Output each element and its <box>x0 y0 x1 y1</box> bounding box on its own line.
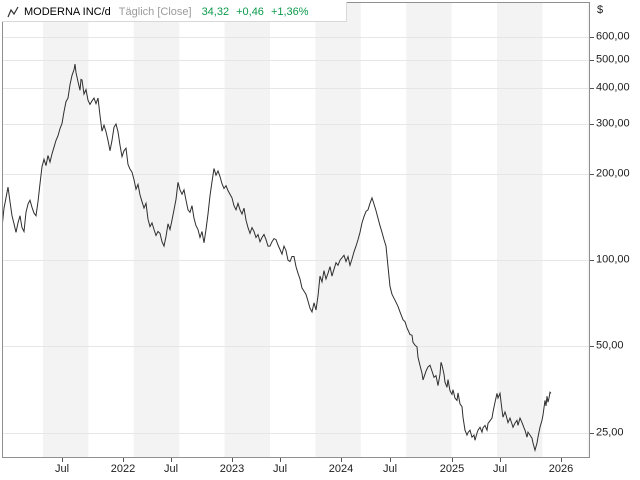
timeframe-label: Täglich [Close] <box>118 5 192 18</box>
x-axis-label: 2025 <box>439 463 465 475</box>
background-band <box>133 2 180 458</box>
y-axis-label: 50,00 <box>596 339 624 352</box>
x-axis-label: 2023 <box>219 463 245 475</box>
instrument-name: MODERNA INC/d <box>24 5 111 18</box>
y-axis-label: 600,00 <box>596 30 630 43</box>
price-change: +0,46 <box>236 5 264 18</box>
x-axis-label: Jul <box>163 463 179 475</box>
background-band <box>43 2 89 458</box>
price-line-series <box>2 64 552 453</box>
y-axis-label: 200,00 <box>596 167 630 180</box>
x-axis-label: 2022 <box>110 463 136 475</box>
y-axis-label: 400,00 <box>596 81 630 94</box>
x-axis-label: 2026 <box>548 463 574 475</box>
x-axis-label: Jul <box>492 463 508 475</box>
chart-header: MODERNA INC/d Täglich [Close] 34,32 +0,4… <box>2 2 347 22</box>
x-axis-label: Jul <box>272 463 288 475</box>
y-axis-label: 500,00 <box>596 53 630 66</box>
x-axis-label: Jul <box>382 463 398 475</box>
y-axis-label: 100,00 <box>596 253 630 266</box>
background-band <box>497 2 543 458</box>
y-axis-unit-label: $ <box>597 4 604 16</box>
y-axis-label: 300,00 <box>596 117 630 130</box>
background-band <box>224 2 270 458</box>
price-change-percent: +1,36% <box>270 5 309 18</box>
line-chart-icon <box>7 6 20 18</box>
background-band <box>315 2 361 458</box>
last-price: 34,32 <box>201 5 230 18</box>
background-band <box>406 2 452 458</box>
x-axis-label: Jul <box>54 463 70 475</box>
background-band <box>587 2 590 458</box>
x-axis-label: 2024 <box>328 463 354 475</box>
y-axis-label: 25,00 <box>596 426 624 439</box>
